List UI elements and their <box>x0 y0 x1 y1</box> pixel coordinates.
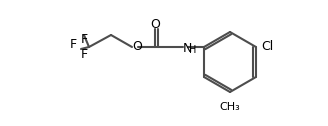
Text: F: F <box>80 33 88 46</box>
Text: N: N <box>182 41 192 55</box>
Text: Cl: Cl <box>261 40 273 54</box>
Text: O: O <box>132 40 142 54</box>
Text: F: F <box>80 48 88 61</box>
Text: H: H <box>189 45 197 55</box>
Text: F: F <box>70 39 77 52</box>
Text: O: O <box>150 19 160 32</box>
Text: CH₃: CH₃ <box>220 102 240 112</box>
